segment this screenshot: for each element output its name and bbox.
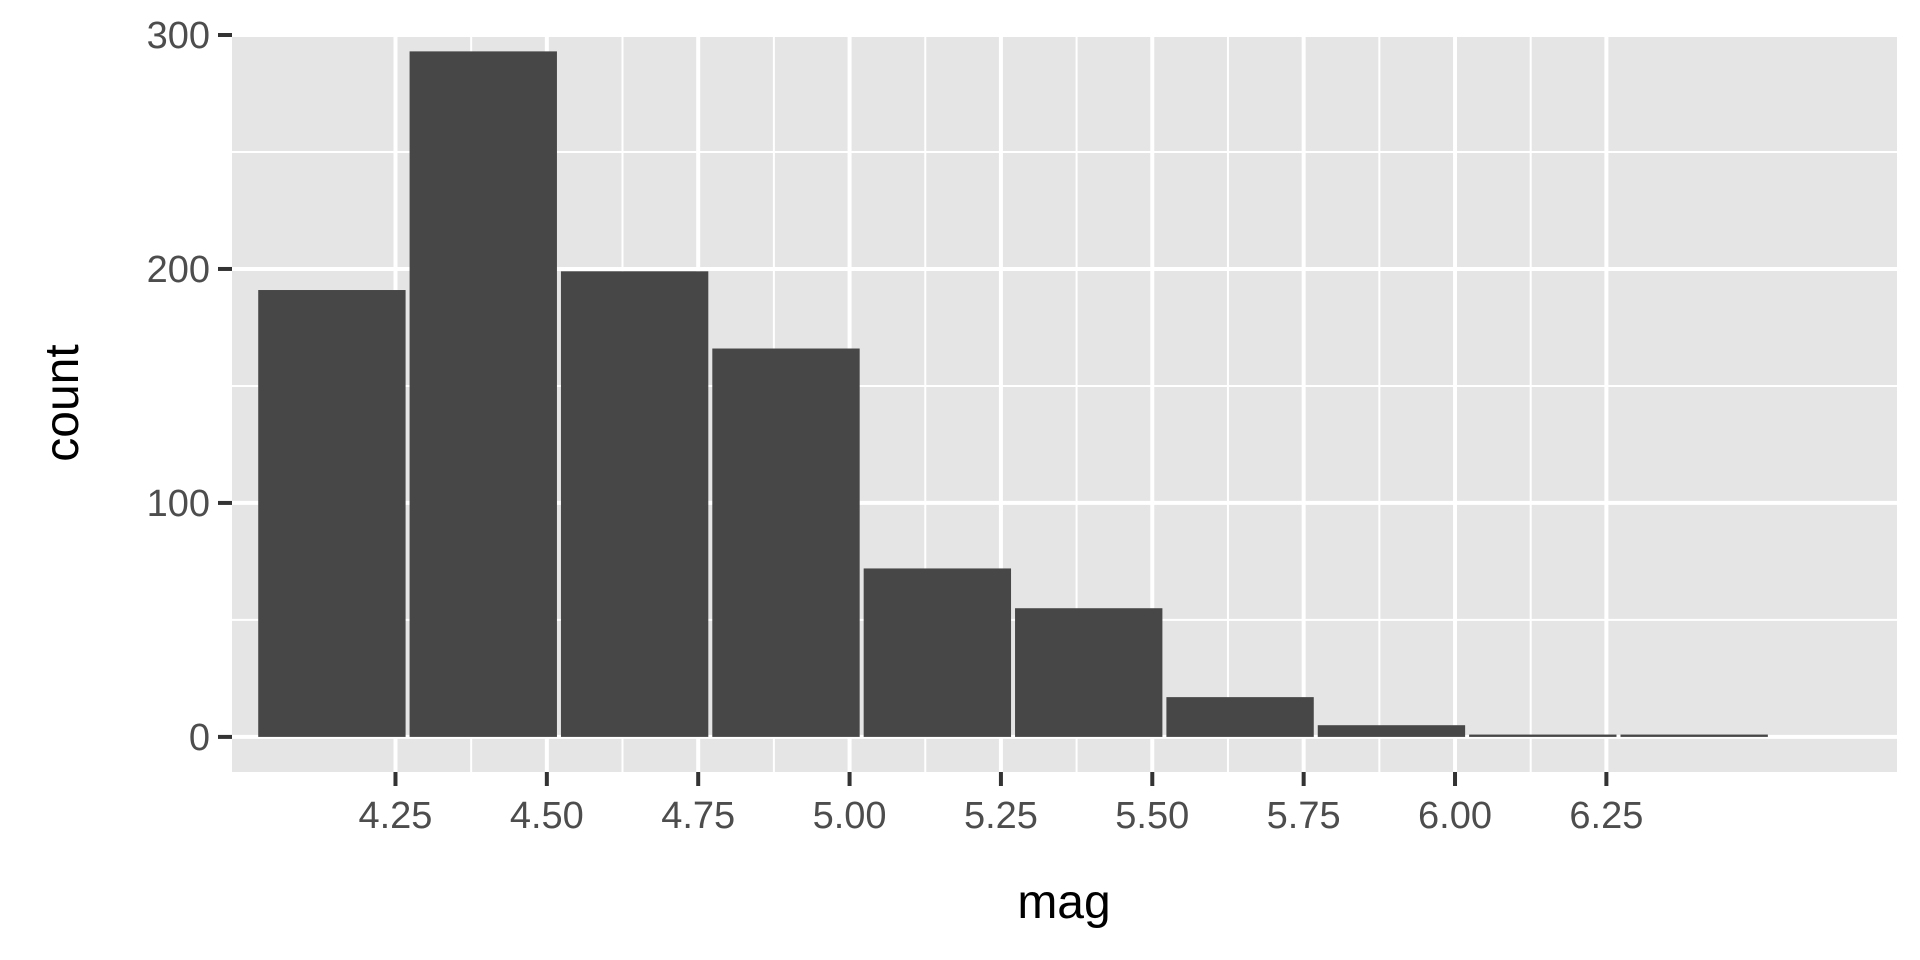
histogram-bar	[1166, 697, 1314, 737]
y-tick-label: 0	[189, 717, 210, 759]
histogram-bar	[560, 271, 709, 737]
x-tick-label: 6.25	[1569, 795, 1643, 837]
histogram-bar	[258, 290, 406, 737]
bars	[258, 51, 1768, 737]
histogram-bar	[409, 51, 557, 737]
histogram-bar	[1469, 734, 1617, 737]
x-tick-label: 4.50	[510, 795, 584, 837]
y-axis-title: count	[36, 344, 89, 461]
x-tick-label: 5.25	[964, 795, 1038, 837]
x-axis: 4.25 4.50 4.75 5.00 5.25 5.50 5.75 6.00 6.25	[358, 772, 1643, 837]
y-tick-label: 100	[147, 483, 210, 525]
x-tick-label: 5.00	[813, 795, 887, 837]
x-axis-title: mag	[1017, 876, 1110, 929]
x-tick-label: 6.00	[1418, 795, 1492, 837]
y-tick-label: 300	[147, 15, 210, 57]
histogram-bar	[1015, 608, 1163, 737]
histogram-bar	[863, 568, 1012, 737]
y-axis: 0 100 200 300	[147, 15, 232, 759]
y-tick-label: 200	[147, 249, 210, 291]
histogram-bar	[1620, 734, 1768, 737]
histogram-bar	[1317, 725, 1466, 737]
histogram-bar	[712, 348, 860, 737]
x-tick-label: 5.75	[1267, 795, 1341, 837]
x-tick-label: 4.25	[358, 795, 432, 837]
x-tick-label: 4.75	[661, 795, 735, 837]
x-tick-label: 5.50	[1115, 795, 1189, 837]
